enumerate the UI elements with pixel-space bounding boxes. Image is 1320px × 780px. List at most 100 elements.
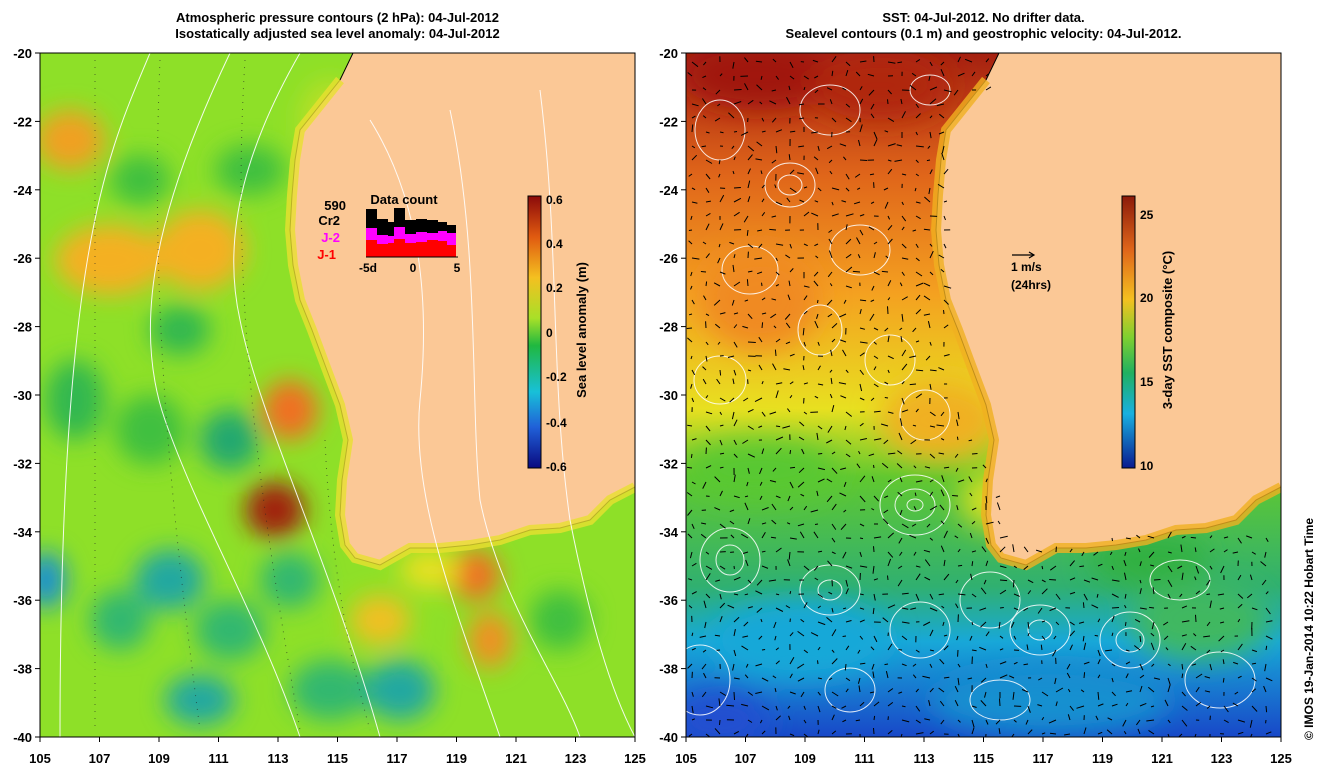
velocity-vector <box>831 658 838 665</box>
velocity-vector <box>785 605 791 609</box>
velocity-vector <box>929 341 932 346</box>
velocity-vector <box>705 313 710 317</box>
velocity-vector <box>789 395 793 399</box>
velocity-vector <box>913 506 917 511</box>
velocity-vector <box>1097 703 1104 707</box>
velocity-vector <box>923 295 931 301</box>
velocity-vector <box>901 243 907 249</box>
velocity-vector <box>760 618 763 623</box>
velocity-vector <box>775 390 779 399</box>
velocity-vector <box>1123 560 1127 567</box>
velocity-vector <box>915 282 924 287</box>
velocity-vector <box>929 271 934 276</box>
velocity-vector <box>998 728 1001 735</box>
velocity-vector <box>1179 593 1183 598</box>
velocity-vector <box>1041 732 1046 735</box>
velocity-vector <box>1237 675 1242 679</box>
velocity-vector <box>915 58 921 63</box>
velocity-vector <box>1139 685 1143 693</box>
velocity-vector <box>936 424 945 427</box>
velocity-vector <box>719 523 726 529</box>
velocity-vector <box>1265 705 1268 713</box>
velocity-vector <box>775 715 781 721</box>
velocity-vector <box>894 159 903 162</box>
right-xtick-label: 125 <box>1270 751 1292 766</box>
left-ytick-label: -38 <box>13 662 32 677</box>
velocity-vector <box>915 369 924 372</box>
velocity-vector <box>789 673 793 679</box>
velocity-vector <box>733 156 736 161</box>
velocity-vector <box>1167 579 1173 587</box>
velocity-vector <box>859 308 862 315</box>
sla-colorbar-ticks: 0.6 0.4 0.2 0 -0.2 -0.4 -0.6 <box>546 193 567 474</box>
velocity-vector <box>995 719 1001 725</box>
velocity-vector <box>691 201 698 204</box>
velocity-vector <box>859 701 865 707</box>
velocity-vector <box>1209 663 1213 671</box>
velocity-vector <box>999 674 1008 679</box>
velocity-vector <box>831 117 837 123</box>
data-count-xtick-1: 0 <box>410 261 417 275</box>
velocity-vector <box>1232 551 1239 554</box>
velocity-vector <box>691 103 699 107</box>
velocity-vector <box>1139 561 1142 567</box>
velocity-vector <box>1151 663 1155 667</box>
velocity-vector <box>915 393 923 399</box>
velocity-vector <box>1012 579 1015 588</box>
velocity-vector <box>761 448 765 455</box>
velocity-vector <box>755 590 763 595</box>
velocity-vector <box>936 103 945 107</box>
velocity-vector <box>817 550 823 553</box>
velocity-vector <box>845 620 852 623</box>
velocity-vector <box>700 271 707 273</box>
velocity-vector <box>1233 661 1239 665</box>
velocity-vector <box>803 310 808 315</box>
velocity-vector <box>880 423 889 427</box>
velocity-vector <box>1027 579 1034 584</box>
velocity-vector <box>873 327 879 331</box>
velocity-vector <box>719 411 723 416</box>
velocity-vector <box>901 215 907 222</box>
velocity-vector <box>1067 688 1071 693</box>
velocity-vector <box>929 453 936 459</box>
velocity-vector <box>1097 618 1101 623</box>
velocity-vector <box>1265 620 1273 623</box>
velocity-vector <box>831 705 837 709</box>
velocity-vector <box>915 565 921 568</box>
velocity-vector <box>1206 705 1211 709</box>
velocity-vector <box>761 677 769 682</box>
velocity-vector <box>797 677 805 682</box>
velocity-vector <box>887 224 893 231</box>
velocity-vector <box>1082 602 1085 609</box>
velocity-vector <box>929 243 933 247</box>
velocity-vector <box>1027 632 1030 637</box>
right-xtick-label: 111 <box>854 751 874 766</box>
velocity-vector <box>1125 673 1129 679</box>
velocity-vector <box>814 200 819 203</box>
velocity-vector <box>943 310 945 315</box>
velocity-vector <box>686 327 693 329</box>
velocity-vector <box>859 352 865 357</box>
velocity-vector <box>733 89 742 91</box>
velocity-vector <box>815 255 819 259</box>
velocity-vector <box>733 677 740 680</box>
velocity-vector <box>1013 565 1017 569</box>
velocity-vector <box>719 439 723 446</box>
right-ytick-label: -38 <box>659 662 678 677</box>
velocity-vector <box>929 86 938 91</box>
velocity-vector <box>1021 689 1029 693</box>
left-xtick-label: 109 <box>148 751 170 766</box>
velocity-vector <box>937 183 945 189</box>
velocity-vector <box>873 701 880 707</box>
velocity-vector <box>742 439 749 444</box>
velocity-vector <box>870 646 875 651</box>
velocity-vector <box>938 593 945 596</box>
velocity-vector <box>1125 649 1130 652</box>
velocity-vector <box>755 691 763 694</box>
velocity-vector <box>929 663 933 668</box>
velocity-vector <box>926 523 931 528</box>
velocity-vector <box>705 411 713 415</box>
velocity-vector <box>798 436 805 441</box>
velocity-vector <box>1035 549 1043 553</box>
velocity-vector <box>789 537 797 540</box>
